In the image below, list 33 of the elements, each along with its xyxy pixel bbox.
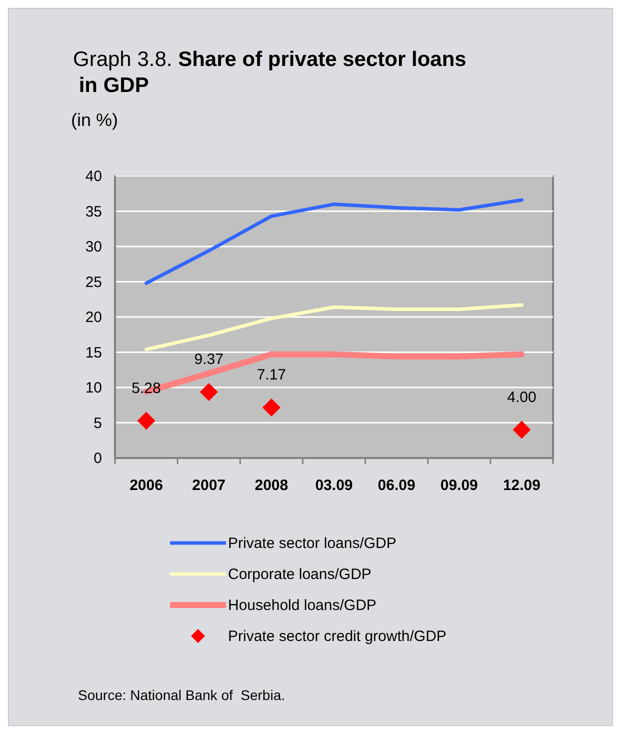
y-tick-label: 10 bbox=[85, 380, 102, 396]
legend-label: Household loans/GDP bbox=[228, 597, 376, 614]
line-series bbox=[144, 303, 524, 352]
data-label: 5.28 bbox=[132, 380, 161, 397]
x-tick-label: 2006 bbox=[130, 477, 163, 494]
legend-label: Corporate loans/GDP bbox=[228, 566, 372, 583]
y-tick-label: 5 bbox=[94, 414, 102, 432]
chart-title: Graph 3.8. Share of private sector loans in GDP bbox=[73, 48, 466, 97]
x-tick-label: 2008 bbox=[254, 477, 288, 494]
point bbox=[137, 412, 156, 430]
line-series bbox=[144, 198, 524, 285]
point bbox=[512, 420, 531, 439]
y-tick-label: 25 bbox=[85, 274, 102, 291]
point bbox=[262, 398, 280, 416]
data-label: 7.17 bbox=[256, 366, 286, 384]
x-tick-label: 2007 bbox=[192, 477, 226, 494]
y-tick-label: 35 bbox=[85, 203, 102, 220]
data-label: 9.37 bbox=[194, 350, 224, 368]
y-tick-label: 30 bbox=[85, 238, 102, 256]
y-tick-label: 15 bbox=[85, 344, 102, 362]
legend-label: Private sector credit growth/GDP bbox=[228, 628, 446, 645]
x-tick-label: 03.09 bbox=[315, 477, 353, 494]
chart-subtitle: (in %) bbox=[71, 110, 118, 130]
x-tick-label: 06.09 bbox=[378, 477, 416, 494]
x-tick-label: 09.09 bbox=[440, 477, 478, 494]
x-tick-label: 12.09 bbox=[502, 477, 540, 494]
data-label: 4.00 bbox=[507, 388, 536, 406]
y-tick-label: 20 bbox=[85, 309, 102, 326]
y-tick-label: 40 bbox=[85, 168, 102, 185]
y-tick-label: 0 bbox=[94, 450, 102, 467]
source-note: Source: National Bank of Serbia. bbox=[78, 687, 286, 703]
legend-label: Private sector loans/GDP bbox=[228, 535, 396, 552]
point bbox=[200, 382, 218, 401]
